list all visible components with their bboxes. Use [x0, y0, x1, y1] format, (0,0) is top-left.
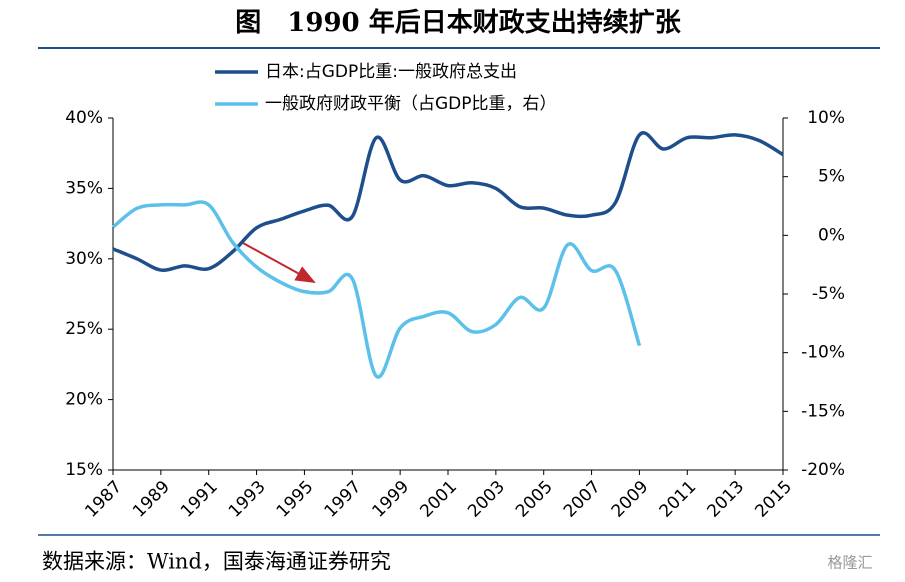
x-tick-label: 2009: [608, 477, 653, 522]
x-tick-label: 2015: [751, 477, 796, 522]
y-tick-label: 25%: [65, 319, 103, 339]
x-tick-label: 1997: [321, 477, 366, 522]
x-tick-label: 1989: [129, 477, 174, 522]
data-line: [112, 131, 784, 272]
x-tick-label: 1991: [177, 477, 222, 522]
x-tick-label: 2011: [656, 477, 701, 522]
y-tick-label: 15%: [65, 460, 103, 480]
x-tick-label: 1987: [81, 477, 126, 522]
y-tick-label: 35%: [65, 178, 103, 198]
y-tick-label: 30%: [65, 249, 103, 269]
y2-tick-label: -10%: [801, 343, 845, 363]
data-line: [111, 200, 642, 379]
x-tick-label: 2005: [512, 477, 557, 522]
x-tick-label: 2013: [703, 477, 748, 522]
legend-label: 日本:占GDP比重:一般政府总支出: [265, 62, 517, 82]
y2-tick-label: 10%: [807, 108, 845, 128]
x-tick-label: 1995: [273, 477, 318, 522]
y2-tick-label: -20%: [801, 460, 845, 480]
x-tick-label: 2003: [464, 477, 509, 522]
watermark: 格隆汇: [827, 554, 872, 572]
trend-arrow: [242, 242, 316, 283]
x-tick-label: 1993: [225, 477, 270, 522]
x-tick-label: 2001: [416, 477, 461, 522]
y2-tick-label: -5%: [812, 284, 845, 304]
x-tick-label: 1999: [368, 477, 413, 522]
x-tick-label: 2007: [560, 477, 605, 522]
y-tick-label: 20%: [65, 390, 103, 410]
chart-title: 图 1990 年后日本财政支出持续扩张: [235, 7, 681, 38]
y2-tick-label: -15%: [801, 401, 845, 421]
y2-tick-label: 0%: [818, 225, 845, 245]
y2-tick-label: 5%: [818, 167, 845, 187]
y-tick-label: 40%: [65, 108, 103, 128]
legend-label: 一般政府财政平衡（占GDP比重，右）: [265, 94, 557, 114]
source-note: 数据来源：Wind，国泰海通证券研究: [42, 550, 391, 574]
